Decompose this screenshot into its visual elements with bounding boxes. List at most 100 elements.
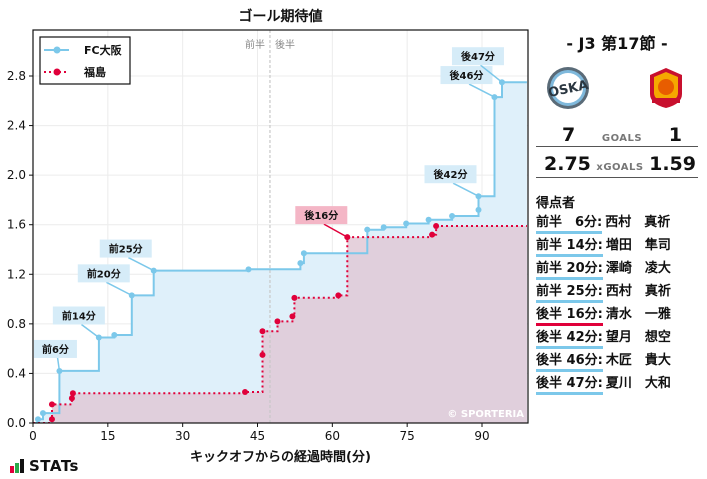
data-point bbox=[403, 220, 410, 227]
goal-time: 前半 20分: bbox=[536, 261, 603, 280]
scorer-name: 西村 真祈 bbox=[605, 215, 671, 230]
scorers-title: 得点者 bbox=[536, 196, 576, 211]
data-point bbox=[475, 206, 482, 213]
y-tick-label: 0.0 bbox=[7, 416, 26, 430]
annotation-label: 前20分 bbox=[87, 267, 121, 280]
y-tick-label: 2.0 bbox=[7, 168, 26, 182]
data-point bbox=[433, 222, 440, 229]
data-point bbox=[48, 416, 55, 423]
goal-time: 後半 42分: bbox=[536, 330, 603, 349]
goal-annotation: 後46分 bbox=[440, 66, 495, 98]
chart-title: ゴール期待値 bbox=[238, 9, 323, 25]
data-point bbox=[429, 231, 436, 238]
x-tick-label: 30 bbox=[175, 429, 190, 443]
fc-osaka-crest-icon: OSKA bbox=[547, 67, 590, 109]
y-tick-label: 0.8 bbox=[7, 317, 26, 331]
scorer-item: 前半 6分: 西村 真祈 bbox=[536, 211, 698, 234]
y-tick-label: 1.6 bbox=[7, 218, 26, 232]
data-point bbox=[259, 351, 266, 358]
legend-label: 福島 bbox=[83, 65, 106, 79]
x-tick-label: 60 bbox=[325, 429, 340, 443]
y-tick-label: 2.4 bbox=[7, 119, 26, 133]
watermark: © SPORTERIA bbox=[447, 409, 524, 420]
xgoals-row: 2.75 xGOALS 1.59 bbox=[536, 153, 698, 178]
x-tick-label: 45 bbox=[250, 429, 265, 443]
data-point bbox=[289, 313, 296, 320]
goal-annotation: 前20分 bbox=[77, 264, 133, 297]
first-half-label: 前半 bbox=[245, 38, 265, 51]
scorer-name: 増田 隼司 bbox=[605, 238, 671, 253]
axes: 0 15 30 45 60 75 90 0.0 0.4 0.8 1.2 1.6 2.0 2.4 2.8 bbox=[7, 69, 490, 443]
series-area bbox=[33, 226, 527, 423]
home-goals: 7 bbox=[562, 124, 576, 146]
stats-logo-text: STATs bbox=[29, 457, 79, 475]
scorer-name: 澤崎 凌大 bbox=[605, 261, 671, 276]
xgoals-label: xGOALS bbox=[596, 162, 644, 173]
data-point bbox=[335, 292, 342, 299]
scorer-list: 前半 6分: 西村 真祈 前半 14分: 増田 隼司 前半 20分: 澤崎 凌大 前半… bbox=[536, 211, 698, 395]
x-axis-label: キックオフからの経過時間(分) bbox=[190, 450, 371, 465]
x-tick-label: 90 bbox=[474, 429, 489, 443]
data-point bbox=[297, 260, 304, 267]
scorer-name: 清水 一雅 bbox=[605, 307, 671, 322]
stats-logo: STATs bbox=[10, 457, 79, 475]
scorer-name: 望月 想空 bbox=[605, 330, 671, 345]
scorer-item: 前半 25分: 西村 真祈 bbox=[536, 280, 698, 303]
away-xgoals: 1.59 bbox=[649, 153, 696, 175]
goal-time: 後半 47分: bbox=[536, 376, 603, 395]
x-tick-label: 15 bbox=[100, 429, 115, 443]
bar-chart-icon bbox=[10, 459, 24, 473]
y-tick-label: 1.2 bbox=[7, 267, 26, 281]
annotation-label: 後47分 bbox=[461, 50, 495, 63]
data-point bbox=[449, 213, 456, 220]
goal-annotation: 後47分 bbox=[451, 47, 504, 83]
scorer-item: 後半 47分: 夏川 大和 bbox=[536, 372, 698, 395]
goal-annotation: 前25分 bbox=[99, 239, 155, 272]
y-tick-label: 2.8 bbox=[7, 69, 26, 83]
goal-time: 前半 14分: bbox=[536, 238, 603, 257]
x-tick-label: 0 bbox=[29, 429, 37, 443]
scorer-item: 後半 42分: 望月 想空 bbox=[536, 326, 698, 349]
annotation-label: 後16分 bbox=[304, 209, 338, 222]
scorer-item: 前半 14分: 増田 隼司 bbox=[536, 234, 698, 257]
match-summary-panel: - J3 第17節 - OSKA 7 GOALS 1 2.75 xGOALS 1… bbox=[536, 28, 698, 395]
data-point bbox=[111, 332, 118, 339]
scorer-name: 西村 真祈 bbox=[605, 284, 671, 299]
scorer-name: 夏川 大和 bbox=[605, 376, 671, 391]
home-xgoals: 2.75 bbox=[544, 153, 591, 175]
series-line bbox=[33, 225, 527, 423]
goals-label: GOALS bbox=[601, 133, 643, 144]
data-point bbox=[68, 395, 75, 402]
data-point bbox=[380, 224, 387, 231]
data-point bbox=[69, 390, 76, 397]
scorer-item: 前半 20分: 澤崎 凌大 bbox=[536, 257, 698, 280]
data-point bbox=[291, 294, 298, 301]
goal-time: 前半 6分: bbox=[536, 215, 603, 234]
goal-annotation: 前6分 bbox=[33, 339, 77, 372]
scorer-item: 後半 46分: 木匠 貴大 bbox=[536, 349, 698, 372]
data-point bbox=[364, 226, 371, 233]
match-title: - J3 第17節 - bbox=[566, 34, 668, 53]
goal-time: 後半 16分: bbox=[536, 307, 603, 326]
data-point bbox=[39, 410, 46, 417]
second-half-label: 後半 bbox=[275, 38, 295, 51]
y-tick-label: 0.4 bbox=[7, 366, 26, 380]
legend-label: FC大阪 bbox=[84, 43, 123, 57]
annotation-label: 後42分 bbox=[434, 168, 468, 181]
x-tick-label: 75 bbox=[400, 429, 415, 443]
away-goals: 1 bbox=[668, 124, 682, 146]
data-point bbox=[274, 318, 281, 325]
annotation-label: 前25分 bbox=[109, 243, 143, 256]
scorer-name: 木匠 貴大 bbox=[605, 353, 671, 368]
annotation-label: 後46分 bbox=[450, 69, 484, 82]
data-point bbox=[245, 266, 252, 273]
data-point bbox=[300, 250, 307, 257]
scorer-item: 後半 16分: 清水 一雅 bbox=[536, 303, 698, 326]
goal-time: 前半 25分: bbox=[536, 284, 603, 303]
annotation-label: 前6分 bbox=[42, 343, 69, 356]
data-point bbox=[259, 328, 266, 335]
fukushima-united-crest-icon bbox=[650, 68, 682, 108]
plot-frame bbox=[32, 29, 529, 424]
goal-annotation: 後16分 bbox=[295, 206, 348, 238]
data-point bbox=[242, 389, 249, 396]
